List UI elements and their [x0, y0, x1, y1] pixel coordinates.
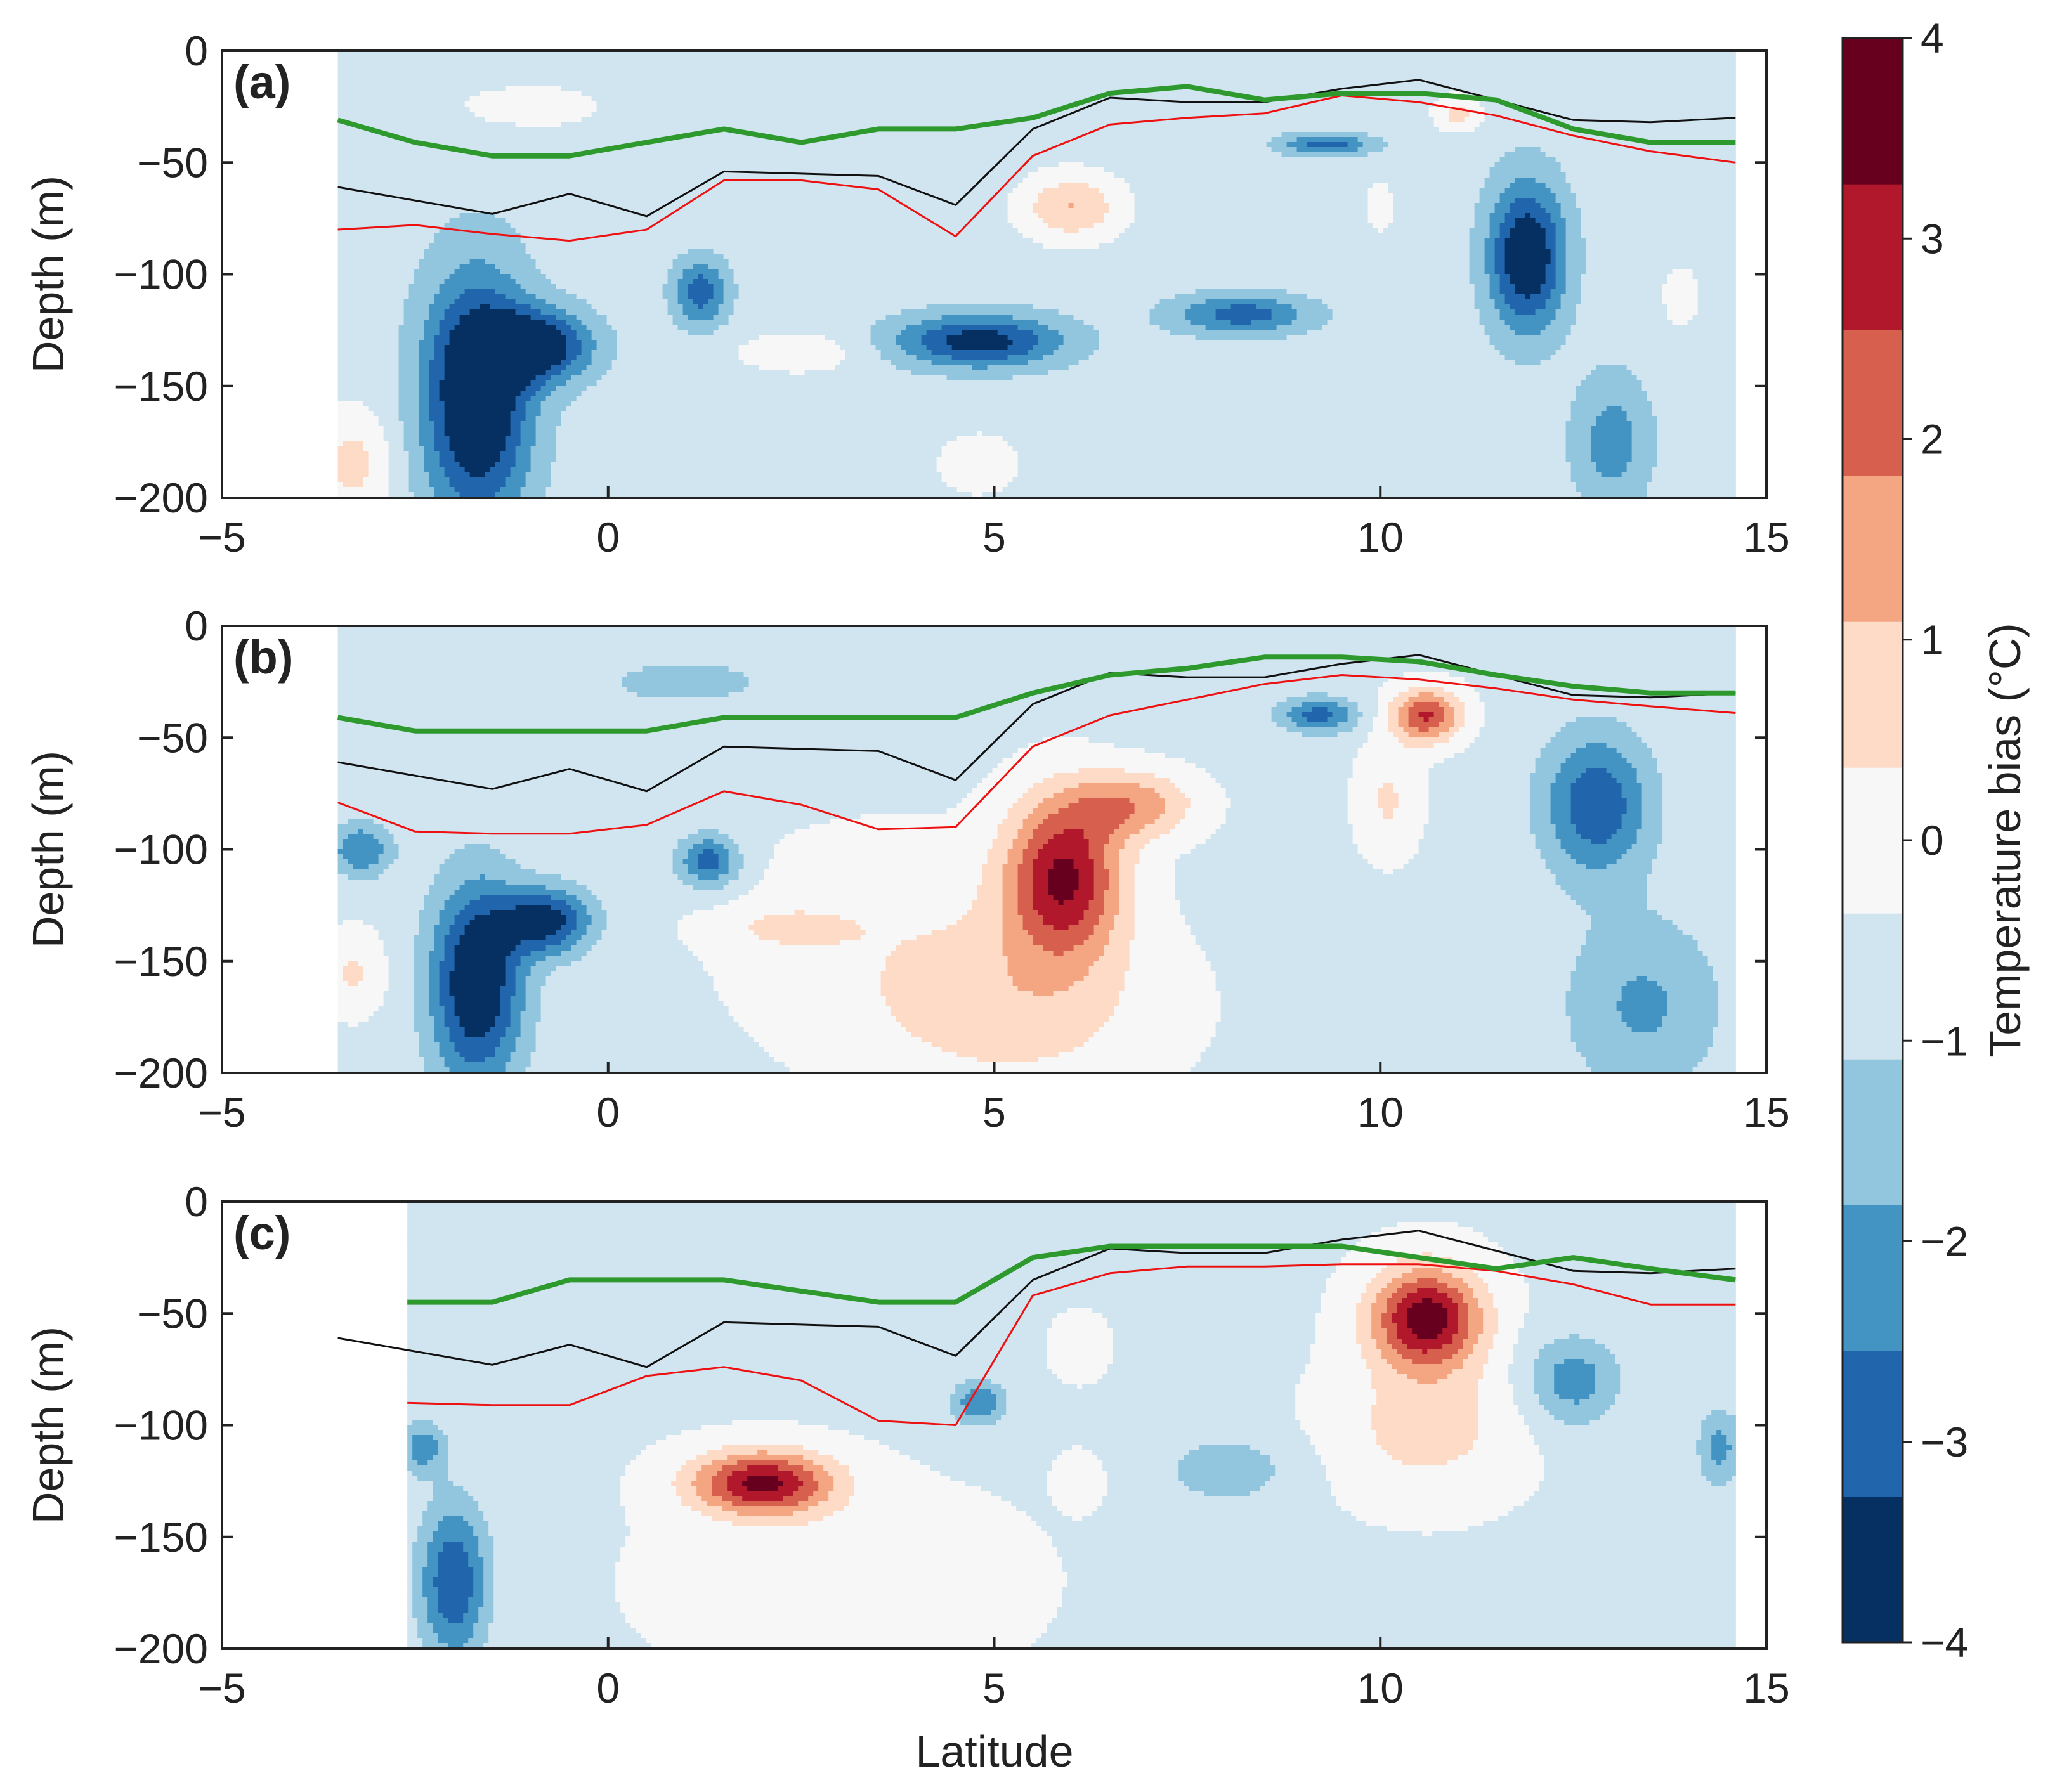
colorbar-swatch: [1843, 1205, 1903, 1351]
y-tick-label: −50: [137, 714, 208, 761]
y-tick-label: −150: [114, 1514, 208, 1561]
colorbar-label: Temperature bias (°C): [1980, 623, 2030, 1057]
y-tick-label: −50: [137, 139, 208, 186]
y-tick-label: −200: [114, 1625, 208, 1672]
colorbar: 4 3 2 1 0 −1 −2 −3 −4 Temperature bias (°C): [1843, 15, 2030, 1666]
x-tick-label: −5: [198, 1089, 245, 1136]
y-tick-label: −100: [114, 251, 208, 298]
colorbar-tick-label: 0: [1921, 817, 1944, 864]
panel-label: (b): [233, 631, 294, 684]
colorbar-tick-label: 2: [1921, 416, 1944, 463]
colorbar-tick-label: 4: [1921, 15, 1944, 62]
colorbar-swatch: [1843, 1351, 1903, 1497]
panel-label: (c): [233, 1207, 290, 1259]
x-axis-label: Latitude: [915, 1727, 1073, 1776]
x-tick-label: 10: [1357, 1665, 1404, 1711]
temperature-bias-field: [407, 1202, 1736, 1649]
x-tick-label: 10: [1357, 1089, 1404, 1136]
colorbar-swatch: [1843, 913, 1903, 1060]
colorbar-swatch: [1843, 476, 1903, 622]
y-tick-label: 0: [185, 1178, 208, 1225]
x-tick-label: 0: [596, 1089, 620, 1136]
colorbar-swatch: [1843, 767, 1903, 914]
y-tick-label: −200: [114, 474, 208, 521]
temperature-bias-figure: 0−50−100−150−200−5 0 5 10 15Depth (m)(a)0−50…: [0, 0, 2062, 1792]
x-tick-label: 5: [982, 1665, 1006, 1711]
colorbar-tick-label: −3: [1921, 1419, 1968, 1465]
y-axis-label: Depth (m): [23, 751, 73, 948]
x-tick-label: 5: [982, 514, 1006, 561]
x-tick-label: 0: [596, 514, 620, 561]
colorbar-tick-label: 3: [1921, 215, 1944, 262]
y-tick-label: −100: [114, 826, 208, 873]
colorbar-swatch: [1843, 1497, 1903, 1643]
colorbar-swatch: [1843, 38, 1903, 185]
colorbar-swatch: [1843, 330, 1903, 476]
y-tick-label: −200: [114, 1049, 208, 1096]
y-tick-label: −50: [137, 1290, 208, 1337]
y-tick-label: −150: [114, 938, 208, 985]
x-tick-label: 10: [1357, 514, 1404, 561]
y-tick-label: 0: [185, 602, 208, 649]
colorbar-tick-label: −1: [1921, 1017, 1968, 1064]
panel-label: (a): [233, 56, 290, 108]
colorbar-tick-label: 1: [1921, 616, 1944, 663]
x-tick-label: −5: [198, 1665, 245, 1711]
x-tick-label: 15: [1743, 1665, 1789, 1711]
x-tick-label: 15: [1743, 1089, 1789, 1136]
y-tick-label: 0: [185, 27, 208, 74]
colorbar-swatch: [1843, 184, 1903, 330]
x-tick-label: 5: [982, 1089, 1006, 1136]
x-tick-label: 0: [596, 1665, 620, 1711]
colorbar-tick-label: −2: [1921, 1218, 1968, 1265]
x-tick-label: −5: [198, 514, 245, 561]
colorbar-swatch: [1843, 621, 1903, 768]
y-axis-label: Depth (m): [23, 1327, 73, 1524]
x-tick-label: 15: [1743, 514, 1789, 561]
colorbar-swatch: [1843, 1059, 1903, 1205]
colorbar-tick-label: −4: [1921, 1619, 1968, 1666]
y-tick-label: −150: [114, 363, 208, 410]
y-axis-label: Depth (m): [23, 176, 73, 373]
y-tick-label: −100: [114, 1402, 208, 1449]
